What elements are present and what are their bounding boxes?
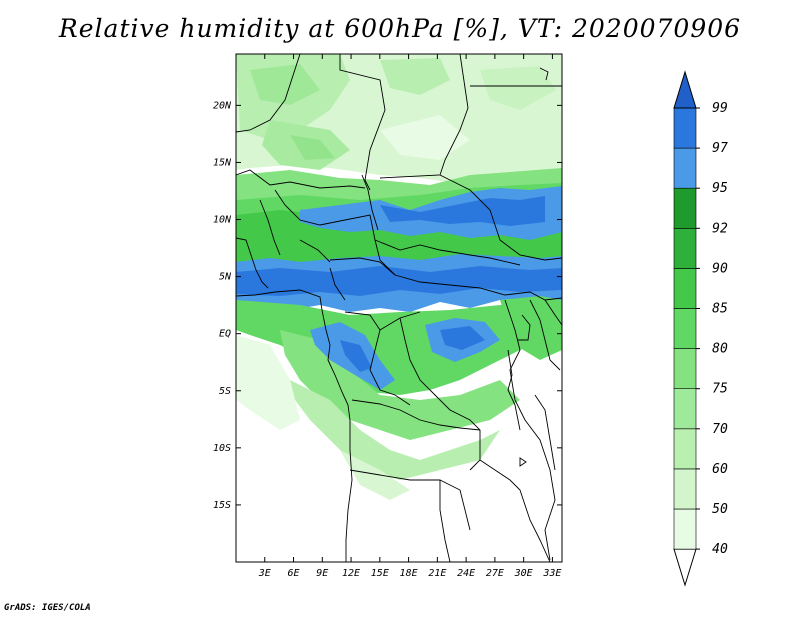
colorbar-label: 60 bbox=[712, 462, 728, 477]
colorbar bbox=[673, 70, 700, 587]
colorbar-segment bbox=[673, 508, 697, 550]
lon-label: 18E bbox=[400, 568, 418, 579]
country-borders bbox=[236, 54, 562, 562]
latitude-labels: 20N 15N 10N 5N EQ 5S 10S 15S bbox=[213, 100, 232, 511]
longitude-labels: 3E 6E 9E 12E 15E 18E 21E 24E 27E 30E 33E bbox=[258, 568, 562, 579]
lon-label: 27E bbox=[486, 568, 504, 579]
colorbar-label: 70 bbox=[712, 422, 728, 437]
colorbar-segment bbox=[673, 468, 697, 510]
axis-ticks bbox=[236, 54, 562, 562]
colorbar-label: 92 bbox=[712, 221, 728, 236]
colorbar-label: 99 bbox=[712, 101, 728, 116]
grads-credit: GrADS: IGES/COLA bbox=[4, 603, 91, 613]
colorbar-segment bbox=[673, 147, 697, 189]
lon-label: 30E bbox=[514, 568, 533, 579]
lon-label: 6E bbox=[288, 568, 300, 579]
lat-label: EQ bbox=[219, 329, 231, 340]
lon-label: 3E bbox=[258, 568, 271, 579]
lat-label: 20N bbox=[213, 100, 232, 111]
colorbar-segment bbox=[673, 228, 697, 269]
colorbar-label: 75 bbox=[712, 382, 728, 397]
colorbar-segment bbox=[673, 428, 697, 470]
colorbar-label: 90 bbox=[712, 261, 728, 276]
lat-label: 15S bbox=[213, 500, 231, 511]
lon-label: 12E bbox=[342, 568, 360, 579]
colorbar-label: 97 bbox=[712, 141, 728, 156]
lat-label: 10N bbox=[213, 215, 232, 226]
colorbar-segment bbox=[673, 348, 697, 390]
lat-label: 5S bbox=[219, 386, 231, 397]
colorbar-segment bbox=[673, 70, 697, 109]
lon-label: 21E bbox=[428, 568, 446, 579]
colorbar-label: 50 bbox=[712, 502, 728, 517]
lon-label: 24E bbox=[457, 568, 475, 579]
colorbar-segment bbox=[673, 187, 697, 229]
colorbar-label: 95 bbox=[712, 181, 728, 196]
colorbar-segment bbox=[673, 107, 697, 149]
colorbar-segment bbox=[673, 388, 697, 430]
lat-label: 5N bbox=[219, 272, 232, 283]
lon-label: 9E bbox=[316, 568, 328, 579]
lon-label: 15E bbox=[371, 568, 389, 579]
colorbar-segment bbox=[673, 548, 697, 587]
colorbar-segment bbox=[673, 308, 697, 349]
lat-label: 15N bbox=[213, 157, 232, 168]
lat-label: 10S bbox=[213, 443, 231, 454]
colorbar-label: 85 bbox=[712, 302, 728, 317]
colorbar-labels: 40 50 60 70 75 80 85 90 92 95 97 99 bbox=[712, 101, 728, 557]
colorbar-label: 80 bbox=[712, 342, 728, 357]
map-title: Relative humidity at 600hPa [%], VT: 202… bbox=[58, 14, 742, 43]
map-frame bbox=[235, 53, 563, 563]
colorbar-segment bbox=[673, 268, 697, 309]
humidity-field bbox=[236, 54, 562, 562]
colorbar-label: 40 bbox=[712, 542, 728, 557]
lon-label: 33E bbox=[542, 568, 561, 579]
